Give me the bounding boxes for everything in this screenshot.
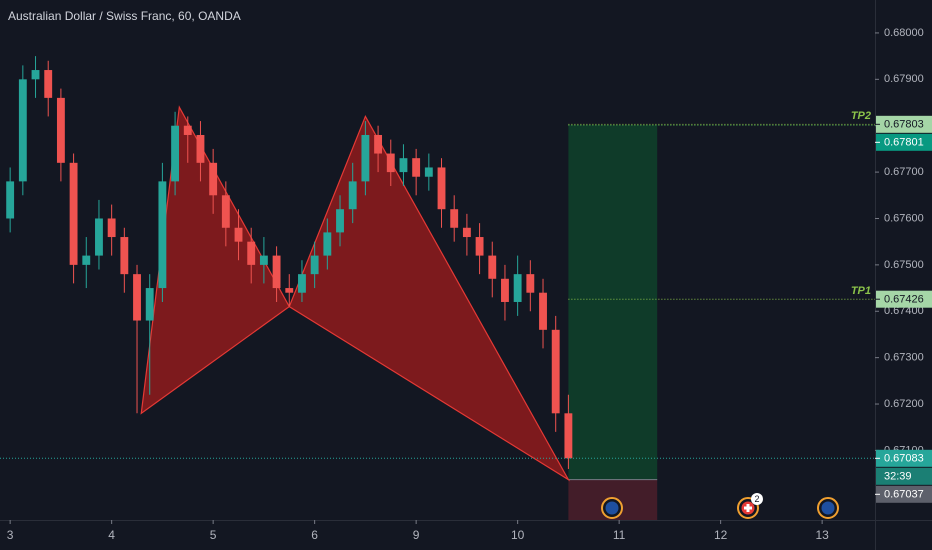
price-tag: [876, 133, 932, 151]
candle-body: [209, 162, 218, 196]
plot: [0, 56, 875, 520]
candle-body: [475, 237, 484, 256]
candle-body: [501, 278, 509, 302]
y-tick-label: 0.67400: [884, 305, 924, 317]
y-tick-label: 0.67600: [884, 212, 924, 224]
x-tick-label: 6: [311, 528, 318, 542]
price-tag: [876, 467, 932, 485]
price-tag: [876, 115, 932, 133]
candle-body: [399, 158, 408, 173]
candle-body: [450, 209, 459, 228]
candle-body: [82, 255, 91, 265]
flag: [821, 501, 835, 515]
candle-body: [56, 97, 65, 163]
candle-body: [31, 70, 40, 80]
candle-body: [513, 274, 522, 302]
candle-body: [234, 227, 243, 242]
y-tick-label: 0.67200: [884, 398, 924, 410]
candle-body: [564, 413, 573, 459]
x-tick-label: 13: [815, 528, 829, 542]
candle-body: [437, 167, 446, 210]
x-tick-label: 5: [210, 528, 217, 542]
candle-body: [285, 288, 294, 293]
candle-body: [196, 134, 205, 163]
candle-body: [69, 162, 78, 265]
event-icons: 2: [601, 493, 839, 519]
candle-body: [6, 181, 15, 219]
candle-body: [298, 274, 306, 293]
chart-title: Australian Dollar / Swiss Franc, 60, OAN…: [8, 9, 241, 23]
candle-body: [272, 255, 281, 289]
candle-body: [336, 209, 344, 233]
candle-body: [259, 255, 268, 265]
price-tag: [876, 290, 932, 308]
candle-body: [526, 274, 535, 293]
x-tick-label: 4: [108, 528, 115, 542]
price-tag-label: 0.67801: [884, 137, 924, 149]
y-tick-label: 0.67700: [884, 166, 924, 178]
x-tick-label: 3: [7, 528, 14, 542]
candle-body: [171, 125, 180, 182]
price-tag-label: 0.67037: [884, 489, 924, 501]
candle-body: [412, 158, 421, 177]
candle-body: [158, 181, 167, 289]
price-tag-label: 0.67083: [884, 453, 924, 465]
candle-body: [247, 241, 256, 265]
y-tick-label: 0.67300: [884, 352, 924, 364]
candle-body: [133, 274, 141, 321]
x-tick-label: 10: [511, 528, 525, 542]
candle-body: [120, 237, 129, 275]
candle-body: [539, 292, 547, 330]
level-name: TP1: [851, 285, 871, 297]
profit-zone: [568, 125, 658, 480]
price-tag-label: 32:39: [884, 471, 912, 483]
candle-body: [44, 70, 53, 98]
price-tag: [876, 485, 932, 503]
price-tag-label: 0.67803: [884, 119, 924, 131]
candle-body: [323, 232, 332, 256]
flag-cross: [744, 506, 752, 510]
candle-body: [424, 167, 433, 177]
level-name: TP2: [851, 110, 871, 122]
candle-body: [488, 255, 497, 279]
candle-body: [462, 227, 471, 238]
candle-body: [221, 195, 230, 228]
candle-body: [374, 134, 383, 154]
pattern-leg: [288, 115, 571, 482]
candle-body: [361, 134, 370, 182]
candle-body: [107, 218, 116, 238]
candle-body: [551, 329, 560, 414]
x-tick-label: 12: [714, 528, 728, 542]
candle-body: [310, 255, 319, 275]
badge-count: 2: [754, 494, 759, 504]
y-tick-label: 0.67500: [884, 259, 924, 271]
x-tick-label: 11: [613, 528, 626, 542]
y-tick-label: 0.67900: [884, 73, 924, 85]
y-tick-label: 0.68000: [884, 27, 924, 39]
candle-body: [348, 181, 357, 210]
candle-body: [386, 153, 395, 173]
candle-body: [95, 218, 103, 256]
price-tag: [876, 449, 932, 467]
badge: [751, 493, 763, 505]
flag: [605, 501, 619, 515]
candle-body: [18, 79, 27, 182]
price-tag-label: 0.67426: [884, 294, 924, 306]
candle-body: [145, 288, 154, 321]
x-tick-label: 9: [413, 528, 420, 542]
candle-body: [183, 125, 192, 135]
